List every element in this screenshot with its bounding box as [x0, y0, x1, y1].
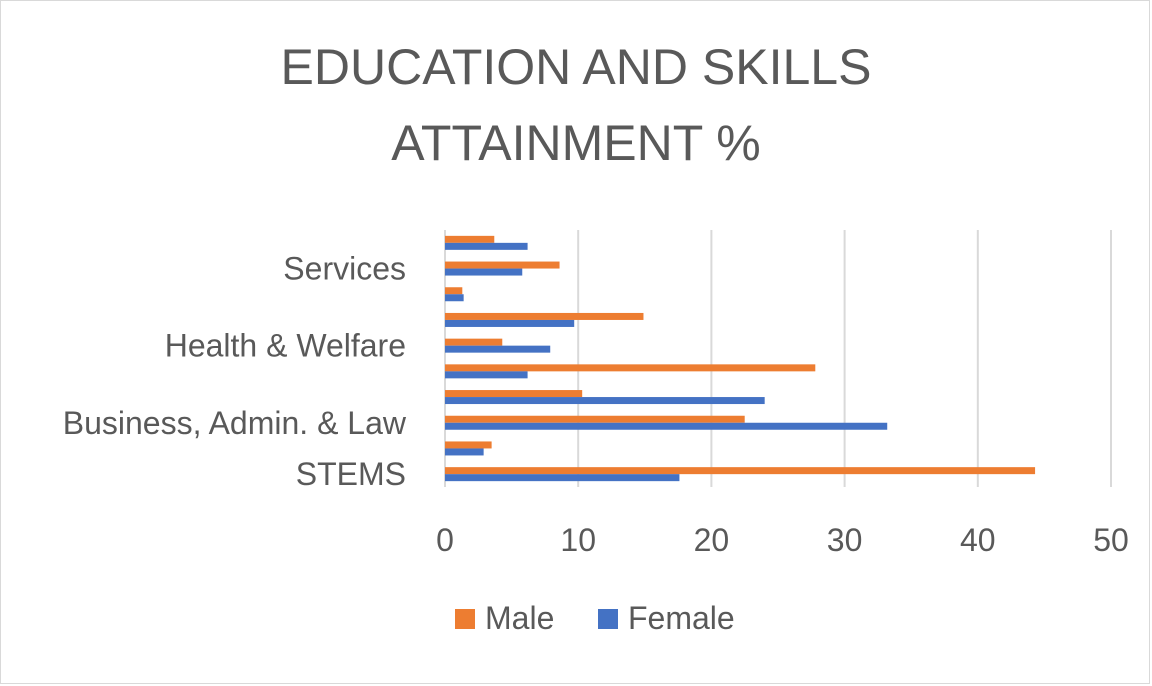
chart-title-line-2: ATTAINMENT % — [391, 115, 761, 171]
category-label: STEMS — [296, 456, 406, 492]
legend-label-female: Female — [628, 600, 735, 636]
bar-male — [445, 287, 463, 295]
bar-male — [445, 441, 492, 449]
bar-male — [445, 338, 503, 346]
bar-female — [445, 319, 575, 327]
category-labels: STEMS Business, Admin. & Law Health & Welf… — [63, 251, 407, 493]
bars — [445, 235, 1036, 482]
x-tick-label: 0 — [436, 522, 454, 558]
category-label: Business, Admin. & Law — [63, 405, 407, 441]
bar-female — [445, 397, 765, 405]
bar-female — [445, 345, 551, 353]
bar-male — [445, 261, 560, 269]
legend-swatch-female — [598, 608, 618, 629]
x-tick-label: 40 — [960, 522, 996, 558]
bar-male — [445, 390, 583, 398]
x-tick-label: 10 — [560, 522, 596, 558]
bar-male — [445, 415, 745, 423]
legend-swatch-male — [455, 608, 475, 629]
bar-female — [445, 371, 528, 379]
gridlines — [444, 230, 1112, 487]
bar-female — [445, 268, 523, 276]
x-tick-labels: 0 10 20 30 40 50 — [436, 522, 1129, 558]
bar-female — [445, 294, 464, 302]
bar-female — [445, 474, 680, 482]
legend-item-male: Male — [455, 600, 554, 637]
bar-male — [445, 312, 644, 320]
legend-label-male: Male — [485, 600, 555, 636]
category-label: Health & Welfare — [165, 328, 406, 364]
bar-male — [445, 364, 816, 372]
bar-female — [445, 448, 484, 456]
x-tick-label: 30 — [827, 522, 863, 558]
x-tick-label: 20 — [694, 522, 730, 558]
bar-male — [445, 235, 495, 243]
x-tick-label: 50 — [1093, 522, 1129, 558]
bar-female — [445, 242, 528, 250]
chart-title-line-1: EDUCATION AND SKILLS — [280, 39, 872, 95]
category-label: Services — [283, 251, 406, 287]
legend: Male Female — [0, 600, 1152, 650]
legend-item-female: Female — [598, 600, 735, 637]
bar-female — [445, 422, 888, 430]
bar-male — [445, 467, 1036, 475]
